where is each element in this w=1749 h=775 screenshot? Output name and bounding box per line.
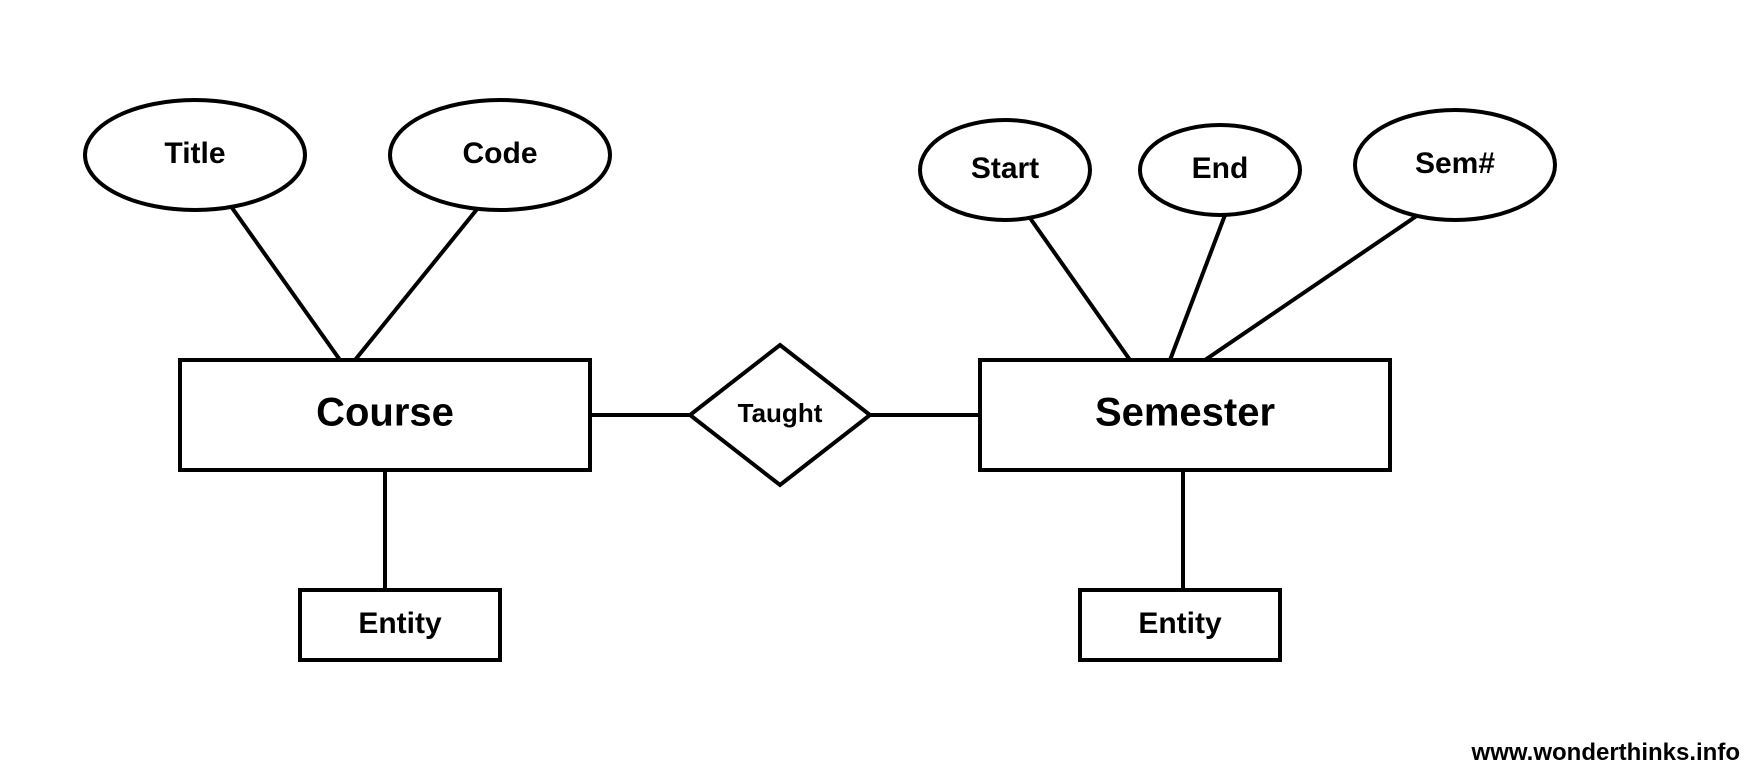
relationship-taught-label: Taught <box>738 398 823 428</box>
edge-title-course <box>230 205 340 360</box>
edge-semno-semester <box>1205 215 1418 360</box>
edge-code-course <box>355 208 478 360</box>
entity-semester-label: Semester <box>1095 391 1275 435</box>
watermark-text: www.wonderthinks.info <box>1471 739 1740 766</box>
edge-start-semester <box>1030 218 1130 360</box>
attribute-code-label: Code <box>463 137 538 170</box>
attribute-end-label: End <box>1192 152 1249 185</box>
entity-semester-sublabel-text: Entity <box>1138 607 1222 640</box>
attribute-title-label: Title <box>164 137 225 170</box>
attribute-start-label: Start <box>971 152 1039 185</box>
er-diagram: Title Code Start End Sem# Taught Course Entity S… <box>0 0 1749 775</box>
attribute-semno-label: Sem# <box>1415 147 1495 180</box>
entity-course-label: Course <box>316 391 454 435</box>
shapes-group: Title Code Start End Sem# Taught Course Entity S… <box>85 100 1555 660</box>
edge-end-semester <box>1170 215 1225 360</box>
entity-course-sublabel-text: Entity <box>358 607 442 640</box>
